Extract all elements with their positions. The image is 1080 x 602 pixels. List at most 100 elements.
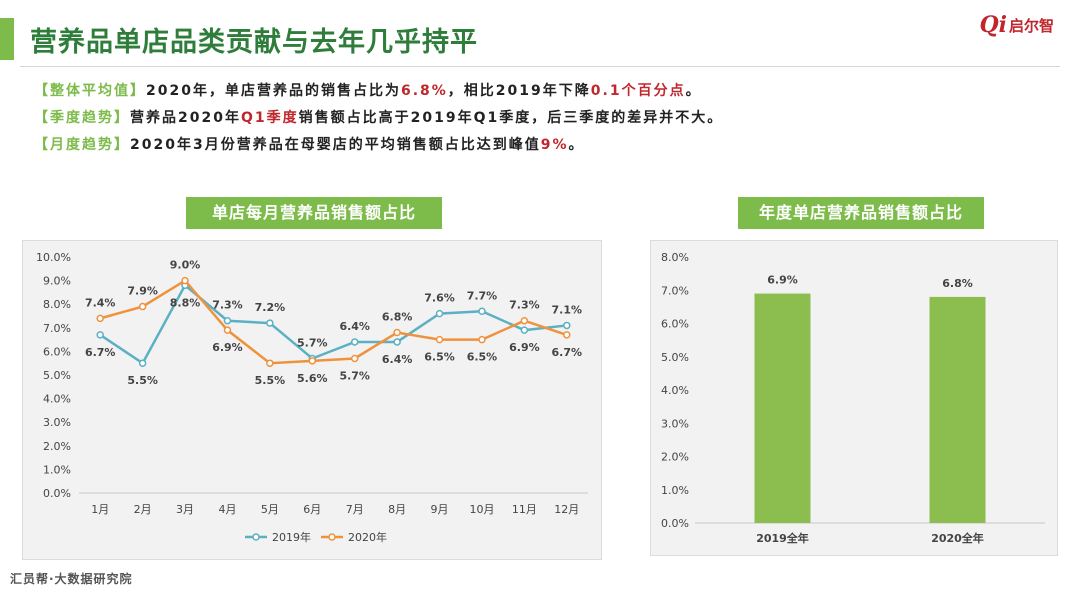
brand-logo: Qi 启尔智 [979,12,1054,38]
legend-label: 2020年 [348,530,387,544]
data-point [181,276,189,285]
x-tick-label: 5月 [261,503,279,516]
data-label: 7.3% [212,299,243,312]
title-accent-bar [0,18,14,60]
legend-marker [328,533,336,541]
summary-tag: 【月度趋势】 [34,137,130,153]
y-tick-label: 3.0% [43,416,71,429]
data-point [563,331,571,339]
data-point [223,316,232,325]
summary-tag: 【季度趋势】 [34,110,130,126]
data-point [96,314,104,323]
logo-mark: Qi [979,12,1007,38]
summary-text: 。 [568,137,585,153]
summary-quarterly: 【季度趋势】营养品2020年Q1季度销售额占比高于2019年Q1季度，后三季度的… [34,107,723,127]
summary-highlight: 6.8% [400,83,448,99]
data-label: 7.7% [467,289,498,302]
monthly-chart-title: 单店每月营养品销售额占比 [186,197,442,229]
y-tick-label: 7.0% [661,284,689,297]
bar-value-label: 6.9% [767,274,798,287]
x-tick-label: 2020全年 [931,531,984,545]
data-label: 5.7% [297,336,328,349]
data-label: 6.5% [467,351,498,364]
data-point [393,338,401,346]
data-point [563,321,571,330]
data-label: 5.7% [339,369,370,382]
data-label: 8.8% [170,296,201,309]
data-point [223,326,232,334]
summary-monthly: 【月度趋势】2020年3月份营养品在母婴店的平均销售额占比达到峰值9%。 [34,134,585,154]
bar-2019全年 [754,293,811,523]
data-point [308,357,317,365]
logo-text: 启尔智 [1008,16,1054,35]
data-point [350,338,359,346]
data-point [96,331,104,339]
data-label: 6.8% [382,311,413,324]
data-label: 6.5% [424,351,455,364]
title-divider [20,66,1060,67]
data-point [478,307,486,316]
y-tick-label: 0.0% [661,517,689,530]
data-label: 5.5% [127,374,158,387]
y-tick-label: 3.0% [661,417,689,430]
x-tick-label: 11月 [512,503,537,516]
data-point [520,316,529,325]
data-label: 5.6% [297,372,328,385]
data-label: 6.9% [509,341,540,354]
y-tick-label: 7.0% [43,322,71,335]
data-label: 7.1% [552,303,583,316]
data-label: 7.9% [127,285,158,298]
y-tick-label: 10.0% [36,251,71,264]
x-tick-label: 2月 [134,503,152,516]
data-label: 7.2% [255,301,286,314]
y-tick-label: 5.0% [43,369,71,382]
summary-text: 2020年3月份营养品在母婴店的平均销售额占比达到峰值 [130,137,541,153]
summary-text: 。 [685,83,702,99]
x-tick-label: 6月 [303,503,321,516]
bar-chart-svg: 0.0% 1.0% 2.0% 3.0% 4.0% 5.0% 6.0% 7.0% 8.0% 6.9%… [661,251,1045,545]
data-label: 6.7% [552,346,583,359]
y-tick-label: 8.0% [661,251,689,264]
data-point [520,326,529,334]
legend-marker [252,533,260,541]
legend-label: 2019年 [272,530,311,544]
data-label: 7.4% [85,296,116,309]
data-point [478,335,486,344]
data-label: 6.4% [339,320,370,333]
summary-overall: 【整体平均值】2020年，单店营养品的销售占比为6.8%，相比2019年下降0.… [34,80,702,100]
summary-highlight: Q1季度 [240,110,299,126]
summary-highlight: 0.1个百分点 [590,83,686,99]
summary-text: 2020年，单店营养品的销售占比为 [146,83,401,99]
y-tick-label: 6.0% [661,318,689,331]
y-tick-label: 8.0% [43,298,71,311]
data-label: 6.7% [85,346,116,359]
y-tick-label: 9.0% [43,275,71,288]
data-label: 6.4% [382,353,413,366]
bar-value-label: 6.8% [942,277,973,290]
annual-bar-chart: 0.0% 1.0% 2.0% 3.0% 4.0% 5.0% 6.0% 7.0% 8.0% 6.9%… [650,240,1058,556]
footer-source: 汇员帮·大数据研究院 [10,572,133,586]
summary-text: 销售额占比高于2019年Q1季度，后三季度的差异并不大。 [298,110,724,126]
line-chart-svg: 0.0% 1.0% 2.0% 3.0% 4.0% 5.0% 6.0% 7.0% 8.0% 9.0%… [36,251,588,544]
y-tick-label: 2.0% [43,440,71,453]
y-tick-label: 6.0% [43,345,71,358]
y-tick-label: 1.0% [43,463,71,476]
data-label: 7.6% [424,292,455,305]
data-point [435,335,444,344]
series-line-2020年 [99,278,568,365]
y-tick-label: 5.0% [661,351,689,364]
y-tick-label: 2.0% [661,451,689,464]
x-tick-label: 1月 [91,503,109,516]
x-tick-label: 10月 [469,503,494,516]
x-tick-label: 12月 [554,503,579,516]
data-point [266,319,274,327]
series-line-2019年 [99,283,567,365]
y-tick-label: 0.0% [43,487,71,500]
y-tick-label: 4.0% [43,393,71,406]
x-tick-label: 3月 [176,503,194,516]
data-point [350,354,359,363]
data-point [266,359,274,367]
data-point [138,302,147,311]
data-label: 6.9% [212,341,243,354]
data-point [435,309,444,318]
